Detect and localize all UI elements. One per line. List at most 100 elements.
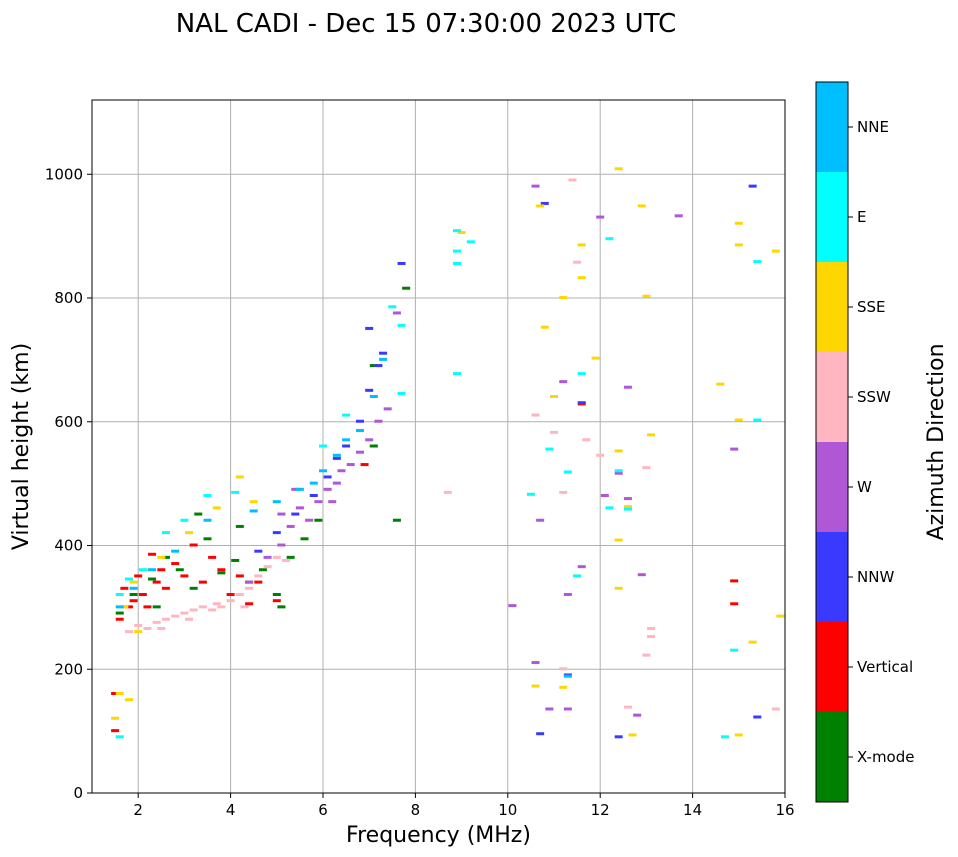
- data-point: [397, 261, 406, 265]
- data-point: [600, 494, 609, 497]
- data-point: [365, 438, 374, 442]
- data-point: [614, 586, 623, 590]
- data-point: [355, 450, 364, 454]
- data-point: [508, 604, 517, 608]
- y-tick-label: 1000: [45, 165, 83, 183]
- data-point: [346, 463, 355, 467]
- y-tick-label: 600: [54, 413, 83, 431]
- data-point: [559, 296, 568, 299]
- data-point: [314, 518, 323, 522]
- data-point: [124, 577, 133, 581]
- data-point: [203, 518, 212, 522]
- data-point: [161, 617, 170, 621]
- data-point: [332, 481, 341, 485]
- data-point: [152, 605, 161, 609]
- data-point: [263, 555, 272, 559]
- data-point: [392, 518, 401, 522]
- data-point: [157, 627, 166, 631]
- data-point: [573, 260, 582, 264]
- data-point: [203, 494, 212, 497]
- data-point: [452, 249, 461, 253]
- data-point: [531, 684, 540, 688]
- x-axis-label: Frequency (MHz): [346, 823, 531, 848]
- data-point: [540, 325, 549, 329]
- data-point: [171, 562, 180, 566]
- colorbar-label: E: [857, 208, 866, 226]
- data-point: [332, 456, 341, 460]
- series-sse: [111, 167, 785, 737]
- data-point: [208, 608, 217, 612]
- chart-title: NAL CADI - Dec 15 07:30:00 2023 UTC: [176, 9, 676, 39]
- y-tick-label: 200: [54, 660, 83, 678]
- data-point: [157, 568, 166, 572]
- data-point: [272, 531, 281, 535]
- x-tick-label: 16: [775, 801, 794, 819]
- series-w: [245, 184, 739, 717]
- data-point: [175, 568, 184, 572]
- colorbar-segment: [816, 172, 848, 262]
- data-point: [171, 614, 180, 618]
- data-point: [295, 487, 304, 491]
- data-point: [291, 512, 300, 516]
- data-point: [272, 593, 281, 596]
- data-point: [614, 471, 623, 475]
- data-point: [185, 531, 194, 535]
- data-point: [180, 574, 189, 578]
- data-point: [212, 506, 221, 510]
- data-point: [277, 605, 286, 609]
- data-point: [563, 470, 572, 474]
- data-point: [734, 243, 743, 247]
- data-point: [379, 357, 388, 361]
- data-point: [577, 276, 586, 280]
- data-point: [148, 568, 157, 572]
- data-point: [734, 733, 743, 737]
- data-point: [614, 469, 623, 473]
- data-point: [748, 640, 757, 644]
- data-point: [531, 413, 540, 417]
- data-point: [328, 500, 337, 504]
- data-point: [623, 497, 632, 501]
- y-tick-label: 400: [54, 537, 83, 555]
- data-point: [536, 204, 545, 208]
- data-point: [235, 524, 244, 528]
- data-point: [573, 574, 582, 578]
- data-point: [716, 382, 725, 386]
- data-point: [771, 707, 780, 711]
- data-point: [245, 580, 254, 584]
- data-point: [198, 605, 207, 609]
- data-point: [623, 385, 632, 389]
- data-point: [217, 571, 226, 575]
- data-point: [138, 568, 147, 572]
- data-point: [319, 444, 327, 448]
- data-point: [596, 453, 605, 457]
- data-point: [642, 653, 651, 657]
- data-point: [342, 438, 351, 442]
- data-point: [647, 433, 656, 437]
- data-point: [614, 167, 623, 171]
- data-point: [614, 449, 623, 453]
- data-point: [272, 555, 281, 559]
- data-point: [730, 579, 739, 583]
- data-point: [203, 537, 212, 541]
- data-point: [730, 602, 739, 606]
- data-point: [291, 487, 300, 491]
- data-point: [545, 447, 554, 451]
- data-point: [342, 444, 351, 448]
- data-point: [263, 565, 272, 569]
- data-point: [730, 447, 739, 451]
- colorbar-segment: [816, 532, 848, 622]
- data-point: [642, 294, 651, 298]
- colorbar-segment: [816, 82, 848, 172]
- data-point: [272, 500, 281, 504]
- x-tick-label: 2: [133, 801, 143, 819]
- colorbar-title: Azimuth Direction: [924, 343, 949, 540]
- data-point: [309, 481, 318, 485]
- colorbar-frame: [815, 81, 849, 803]
- colorbar-segment: [816, 442, 848, 532]
- data-point: [633, 713, 642, 717]
- data-point: [337, 469, 346, 473]
- data-point: [282, 558, 291, 562]
- data-point: [161, 555, 170, 559]
- data-point: [245, 602, 254, 606]
- data-point: [134, 630, 143, 634]
